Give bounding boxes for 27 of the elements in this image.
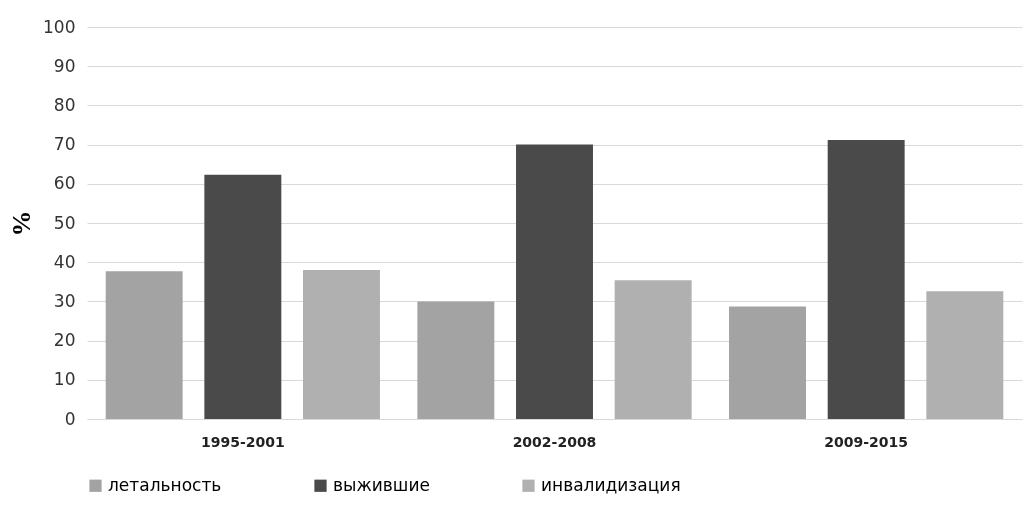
x-tick-label: 2002-2008 — [512, 433, 597, 450]
bar — [926, 291, 1004, 419]
y-tick-label: 50 — [53, 212, 76, 233]
y-tick-label: 30 — [53, 290, 76, 311]
bar — [204, 174, 282, 419]
y-tick-label: 90 — [53, 55, 76, 76]
y-tick-label: 0 — [64, 408, 76, 429]
x-tick-label: 1995-2001 — [200, 433, 285, 450]
bar — [105, 271, 183, 419]
y-tick-label: 100 — [43, 16, 76, 37]
legend-label: выжившие — [333, 474, 430, 495]
bar — [729, 306, 806, 419]
y-tick-label: 70 — [53, 134, 76, 155]
y-axis-title: % — [7, 210, 37, 237]
y-tick-label: 40 — [53, 251, 76, 272]
bar — [417, 301, 495, 419]
bar — [827, 139, 905, 419]
legend-label: инвалидизация — [541, 474, 681, 495]
x-tick-label: 2009-2015 — [824, 433, 909, 450]
bar — [303, 270, 380, 419]
y-tick-label: 80 — [53, 94, 76, 115]
y-tick-label: 10 — [53, 369, 76, 390]
bar — [516, 144, 593, 419]
y-tick-label: 20 — [53, 330, 76, 351]
y-tick-label: 60 — [53, 173, 76, 194]
bar — [614, 280, 692, 419]
legend-label: летальность — [108, 474, 222, 495]
